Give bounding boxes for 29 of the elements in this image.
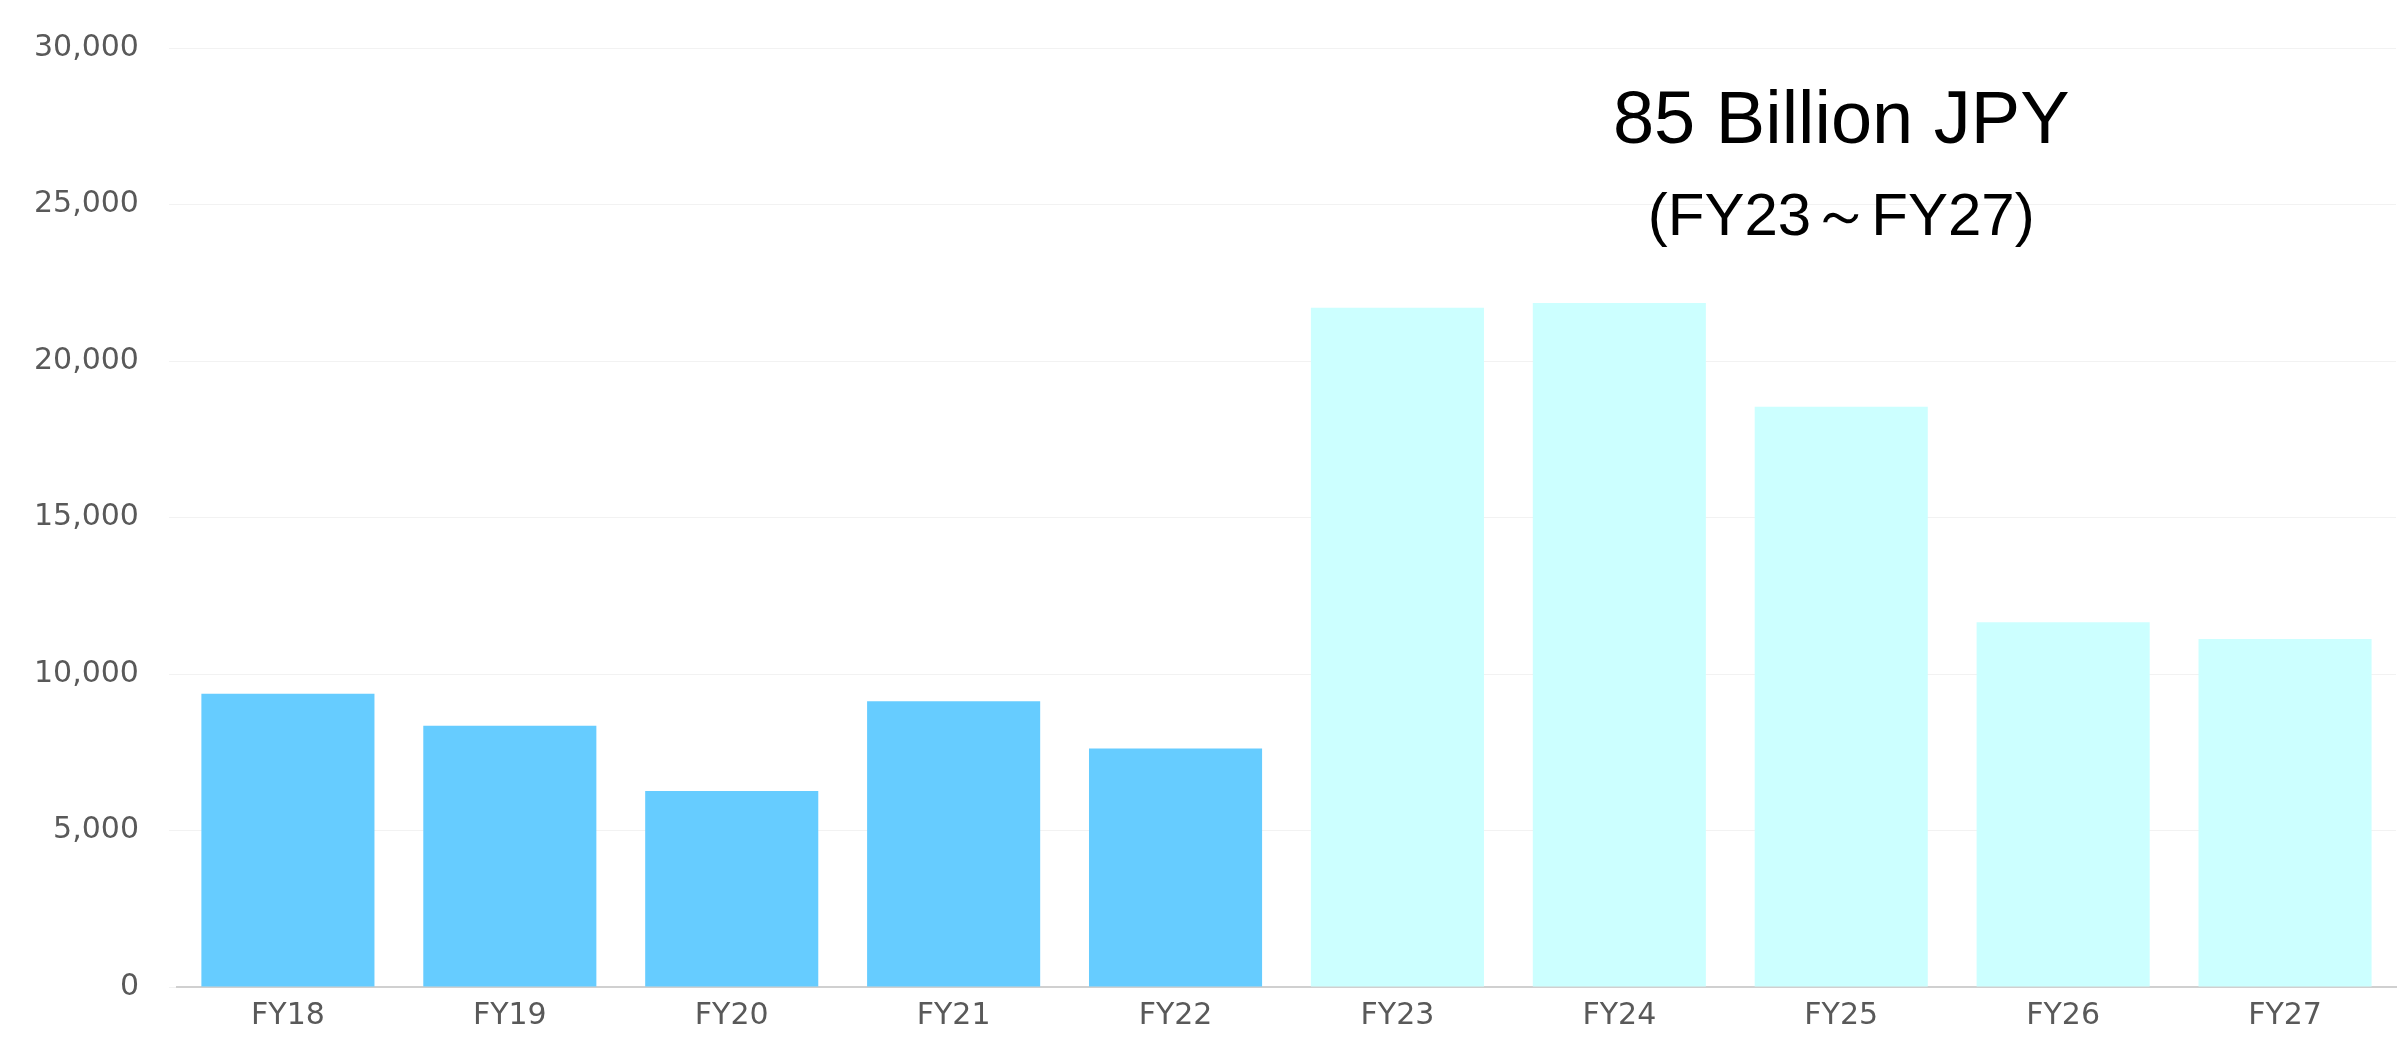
x-tick-label: FY18 [251, 995, 325, 1031]
bar [1976, 622, 2150, 987]
y-tick-label: 20,000 [33, 340, 139, 376]
bar [1532, 303, 1706, 987]
x-tick-label: FY26 [2026, 995, 2101, 1031]
x-tick-label: FY21 [916, 995, 991, 1031]
bar [2198, 638, 2372, 987]
annotation: 85 Billion JPY [1612, 76, 2070, 159]
y-tick-label: 25,000 [33, 184, 139, 220]
y-tick-label: 15,000 [33, 497, 139, 533]
bar [645, 791, 819, 987]
y-tick-label: 5,000 [53, 810, 139, 846]
x-tick-label: FY25 [1804, 995, 1879, 1031]
x-tick-label: FY22 [1138, 995, 1213, 1031]
x-tick-label: FY20 [694, 995, 769, 1031]
x-tick-label: FY19 [472, 995, 547, 1031]
y-tick-label: 0 [119, 966, 139, 1002]
x-tick-label: FY23 [1360, 995, 1435, 1031]
bar [1754, 406, 1928, 987]
annotation: (FY23～FY27) [1647, 181, 2035, 248]
x-tick-label: FY27 [2248, 995, 2322, 1031]
bar [867, 701, 1041, 987]
bar [201, 693, 375, 987]
y-tick-label: 30,000 [33, 27, 139, 63]
x-tick-label: FY24 [1582, 995, 1657, 1031]
bar [1088, 748, 1263, 987]
bar [423, 725, 597, 987]
y-tick-label: 10,000 [33, 653, 139, 689]
bar [1310, 307, 1484, 987]
